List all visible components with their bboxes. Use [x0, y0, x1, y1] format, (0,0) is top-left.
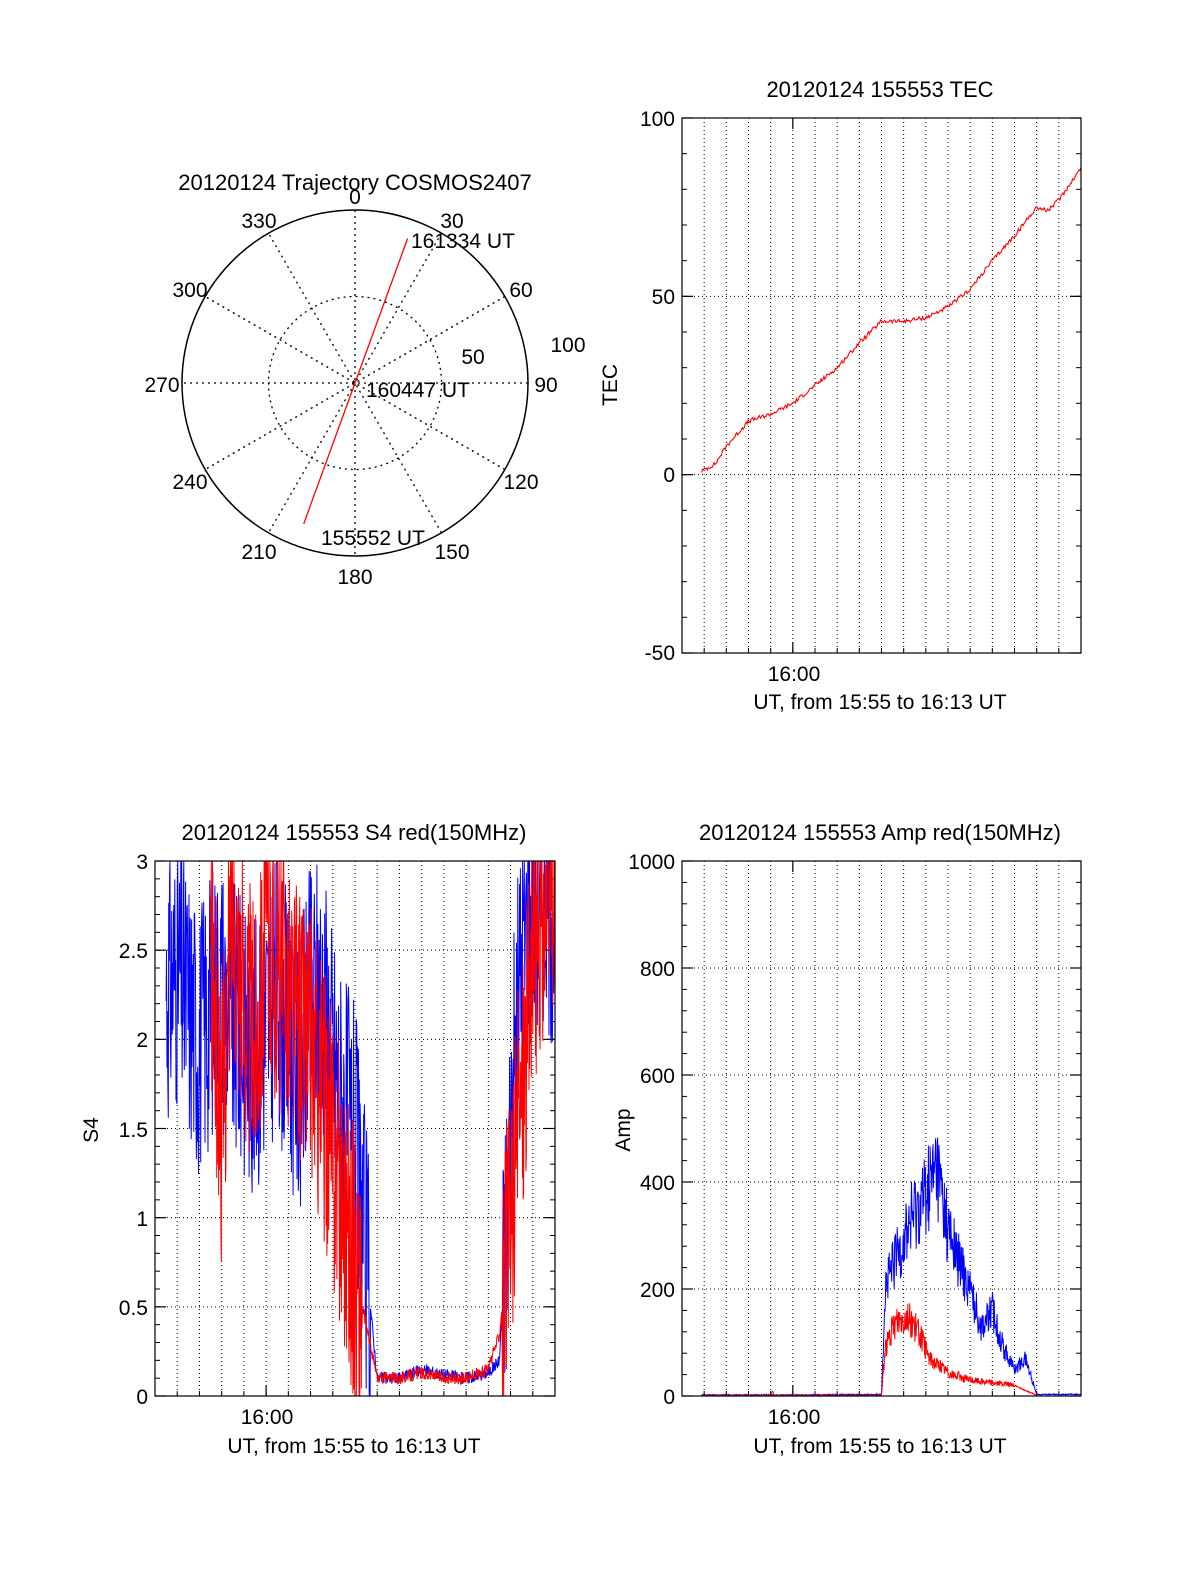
amp-x-tick-label: 16:00 [768, 1406, 821, 1429]
s4-y-axis-label: S4 [80, 1117, 103, 1143]
amp-y-tick-label: 400 [640, 1172, 675, 1195]
polar-grid-spoke [267, 232, 443, 534]
s4-y-tick-label: 3 [136, 851, 148, 874]
tec-y-tick-label: -50 [645, 642, 675, 665]
trajectory-track-line [303, 238, 409, 525]
s4-ticks [155, 860, 555, 1397]
polar-angle-label: 30 [440, 210, 463, 233]
s4-chart: 20120124 155553 S4 red(150MHz) 0 0.5 1 1… [80, 820, 556, 1458]
amp-y-tick-label: 800 [640, 958, 675, 981]
polar-angle-label: 90 [534, 374, 557, 397]
polar-angle-label: 330 [241, 210, 276, 233]
polar-title: 20120124 Trajectory COSMOS2407 [178, 170, 531, 195]
tec-series [701, 167, 1082, 473]
amp-y-tick-label: 600 [640, 1065, 675, 1088]
tec-y-tick-label: 0 [663, 464, 675, 487]
polar-angle-labels: 0 30 60 90 120 150 180 210 240 270 300 3… [144, 186, 585, 589]
polar-angle-label: 0 [349, 186, 361, 209]
s4-plot-frame [154, 860, 556, 1397]
amp-x-axis-label: UT, from 15:55 to 16:13 UT [753, 1435, 1006, 1458]
polar-angle-label: 300 [172, 279, 207, 302]
polar-grid-spoke [204, 295, 506, 471]
polar-angle-label: 120 [503, 471, 538, 494]
tec-x-axis-label: UT, from 15:55 to 16:13 UT [753, 691, 1006, 714]
amp-y-tick-label: 200 [640, 1279, 675, 1302]
s4-y-tick-label: 2 [136, 1029, 148, 1052]
amp-series [701, 1137, 1082, 1398]
s4-series [165, 860, 556, 1397]
tec-grid [682, 117, 1081, 654]
polar-angle-label: 180 [337, 566, 372, 589]
polar-angle-label: 270 [144, 374, 179, 397]
s4-title: 20120124 155553 S4 red(150MHz) [182, 820, 527, 845]
polar-angle-label: 210 [241, 541, 276, 564]
amp-y-tick-label: 0 [663, 1386, 675, 1409]
polar-radial-label: 100 [550, 334, 585, 357]
s4-y-tick-label: 1.5 [119, 1119, 148, 1142]
tec-chart: 20120124 155553 TEC -50 0 50 100 16:00 U… [599, 77, 1082, 714]
amp-title: 20120124 155553 Amp red(150MHz) [699, 820, 1061, 845]
polar-angle-label: 60 [509, 279, 532, 302]
series-line-blue [701, 1137, 1082, 1397]
amp-chart: 20120124 155553 Amp red(150MHz) 0 200 40… [612, 820, 1082, 1458]
tec-title: 20120124 155553 TEC [766, 77, 993, 102]
s4-y-tick-label: 2.5 [119, 940, 148, 963]
trajectory-label-start: 155552 UT [321, 527, 425, 550]
polar-trajectory-chart: 20120124 Trajectory COSMOS2407 0 30 60 9… [144, 170, 585, 589]
polar-grid [182, 210, 528, 556]
trajectory-label-mid: 160447 UT [366, 379, 470, 402]
series-line-blue [165, 860, 556, 1397]
s4-x-tick-label: 16:00 [241, 1406, 294, 1429]
tec-x-tick-label: 16:00 [768, 663, 821, 686]
polar-radial-label: 50 [461, 346, 484, 369]
s4-x-axis-label: UT, from 15:55 to 16:13 UT [227, 1435, 480, 1458]
s4-y-tick-label: 0 [136, 1386, 148, 1409]
polar-outer-circle [181, 209, 529, 557]
series-line-red [210, 860, 556, 1397]
s4-y-tick-label: 1 [136, 1208, 148, 1231]
tec-y-tick-label: 50 [652, 286, 675, 309]
tec-y-tick-label: 100 [640, 108, 675, 131]
tec-y-axis-label: TEC [599, 364, 622, 406]
trajectory-label-end: 161334 UT [411, 230, 515, 253]
series-line-red [701, 167, 1082, 473]
polar-angle-label: 240 [172, 471, 207, 494]
polar-grid-spoke [267, 232, 443, 534]
amp-grid [682, 860, 1081, 1397]
tec-plot-frame [681, 117, 1082, 654]
amp-y-axis-label: Amp [612, 1108, 635, 1151]
polar-grid-spoke [204, 295, 506, 471]
amp-y-tick-label: 1000 [628, 851, 675, 874]
polar-angle-label: 150 [434, 541, 469, 564]
s4-y-tick-label: 0.5 [119, 1297, 148, 1320]
amp-plot-frame [681, 860, 1082, 1397]
